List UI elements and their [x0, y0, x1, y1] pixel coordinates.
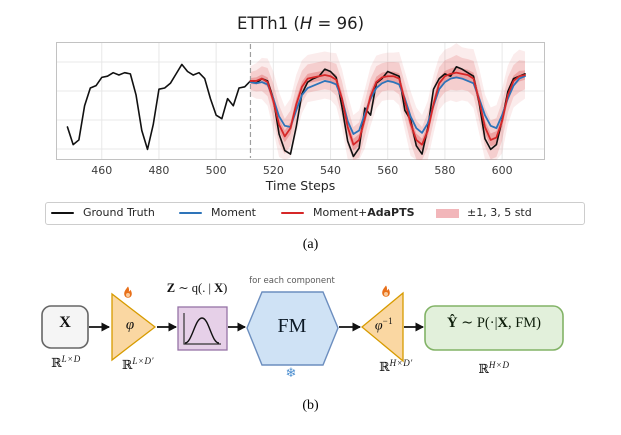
legend-patch-std-band [436, 209, 459, 218]
latent-out-dimension-sup: H×D′ [389, 358, 413, 368]
chart-title-horizon-symbol: H [299, 14, 313, 33]
legend-label-std-band: ±1, 3, 5 std [467, 206, 532, 219]
reals-symbol: ℝ [379, 360, 390, 375]
legend-label-ground-truth: Ground Truth [83, 206, 155, 219]
x-axis-label: Time Steps [265, 178, 336, 193]
x-tick-label: 480 [148, 164, 170, 177]
latent-formula-mid: ∼ q(. | [175, 281, 215, 295]
foundation-model-hexagon [246, 291, 339, 366]
output-formula-end: , FM) [507, 315, 542, 331]
input-dimension-sup: L×D [61, 354, 81, 364]
uncertainty-band-3std [250, 54, 525, 160]
x-tick-label: 540 [320, 164, 342, 177]
gaussian-axes-icon [183, 313, 221, 345]
x-tick-label: 580 [434, 164, 456, 177]
legend-line-moment [179, 212, 202, 215]
decoder-triangle [360, 291, 404, 363]
caption-b: (b) [302, 398, 319, 413]
latent-z-symbol: Z [166, 281, 176, 295]
chart-title-pre: ETTh1 ( [236, 14, 300, 33]
x-tick-label: 560 [377, 164, 399, 177]
input-box [41, 305, 89, 349]
x-tick-label: 460 [91, 164, 113, 177]
decoder-inverse-sup: −1 [382, 316, 394, 326]
output-dimension: ℝH×D [454, 360, 534, 377]
output-formula: Ŷ ∼ P(·|X, FM) [427, 315, 561, 332]
latent-in-dimension: ℝL×D′ [98, 356, 178, 373]
input-dimension: ℝL×D [26, 354, 106, 371]
caption-a: (a) [302, 237, 319, 252]
reals-symbol: ℝ [51, 356, 62, 371]
legend-label-moment-adapts: Moment+AdaPTS [313, 206, 415, 219]
legend-label-moment: Moment [211, 206, 256, 219]
x-tick-label: 600 [491, 164, 513, 177]
legend-label-adapts-bold: AdaPTS [367, 206, 415, 219]
flame-icon [382, 285, 390, 297]
x-tick-label: 520 [262, 164, 284, 177]
for-each-component-note: for each component [249, 276, 335, 286]
foundation-model-label: FM [277, 315, 307, 337]
series-moment-adapts [249, 71, 526, 146]
encoder-symbol: φ [125, 317, 135, 333]
encoder-triangle [111, 292, 157, 362]
latent-in-dimension-sup: L×D′ [132, 356, 154, 366]
reals-symbol: ℝ [478, 362, 489, 377]
decoder-symbol: φ−1 [362, 316, 406, 335]
pipeline-diagram [41, 285, 564, 366]
latent-formula-end: ) [223, 281, 228, 295]
reals-symbol: ℝ [122, 358, 133, 373]
gaussian-curve-icon [184, 317, 220, 344]
chart-title-post: = 96) [312, 14, 365, 33]
output-yhat-symbol: Ŷ [446, 315, 458, 331]
input-symbol: X [59, 314, 71, 331]
chart-legend: Ground Truth Moment Moment+AdaPTS ±1, 3,… [45, 202, 585, 225]
x-tick-label: 500 [205, 164, 227, 177]
snowflake-icon: ❄ [285, 365, 297, 380]
flame-icon [124, 286, 132, 298]
legend-label-adapts-prefix: Moment+ [313, 206, 368, 219]
latent-formula-x: X [214, 281, 224, 295]
output-box [424, 305, 564, 351]
output-dimension-sup: H×D [488, 360, 510, 370]
x-axis-ticks: 460 480 500 520 540 560 580 600 [0, 164, 621, 178]
legend-line-ground-truth [51, 212, 74, 215]
output-formula-mid: ∼ P(·| [457, 315, 498, 331]
forecast-plot [56, 42, 545, 160]
latent-out-dimension: ℝH×D′ [356, 358, 436, 375]
decoder-phi-symbol: φ [374, 318, 383, 334]
output-formula-x: X [497, 315, 508, 331]
legend-line-moment-adapts [281, 212, 304, 215]
chart-title: ETTh1 (H = 96) [56, 14, 545, 33]
latent-sample-formula: Z ∼ q(. | X) [146, 280, 248, 296]
